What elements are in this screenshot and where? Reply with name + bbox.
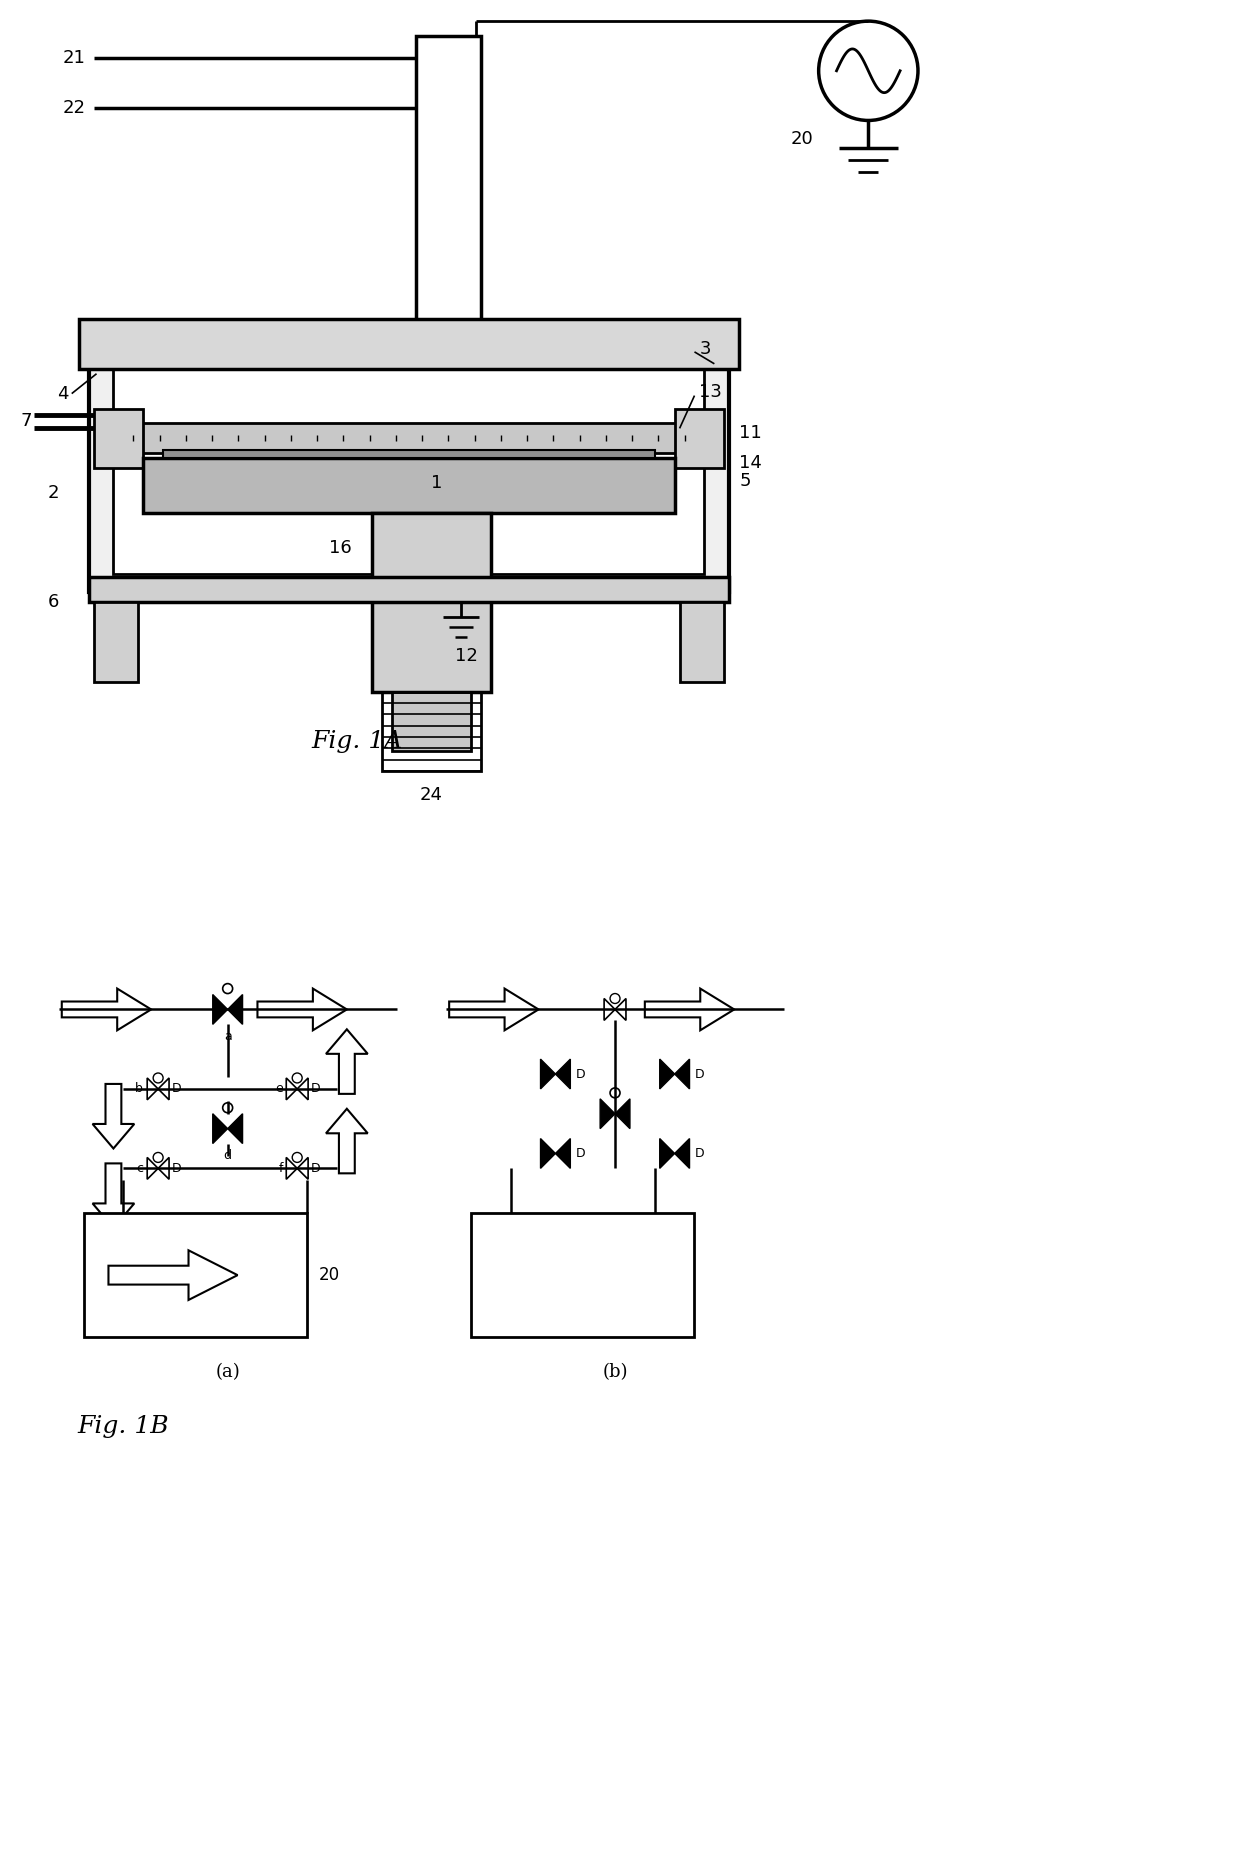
Polygon shape xyxy=(675,1060,689,1090)
Polygon shape xyxy=(213,1114,228,1143)
Polygon shape xyxy=(298,1078,308,1101)
Text: a: a xyxy=(223,1030,232,1043)
Bar xyxy=(417,35,481,543)
Text: Fig. 1B: Fig. 1B xyxy=(78,1416,169,1438)
Polygon shape xyxy=(148,1078,159,1101)
Text: D: D xyxy=(311,1162,321,1175)
Polygon shape xyxy=(286,1158,298,1179)
Bar xyxy=(392,691,471,750)
Text: 3: 3 xyxy=(699,339,711,358)
Circle shape xyxy=(154,1153,164,1162)
Text: D: D xyxy=(172,1162,181,1175)
Bar xyxy=(93,602,138,682)
Polygon shape xyxy=(148,1158,159,1179)
Bar xyxy=(471,1214,694,1338)
Text: 2: 2 xyxy=(47,484,58,502)
Polygon shape xyxy=(286,1078,298,1101)
Text: D: D xyxy=(575,1067,585,1080)
Bar xyxy=(675,408,724,469)
Polygon shape xyxy=(298,1158,308,1179)
Text: D: D xyxy=(694,1147,704,1160)
Text: 20: 20 xyxy=(319,1266,340,1284)
Text: e: e xyxy=(275,1082,283,1095)
Bar xyxy=(680,602,724,682)
Polygon shape xyxy=(645,990,734,1030)
Bar xyxy=(372,513,491,691)
Text: D: D xyxy=(694,1067,704,1080)
Bar xyxy=(113,352,704,574)
Text: 13: 13 xyxy=(699,382,723,400)
Circle shape xyxy=(293,1153,303,1162)
Text: c: c xyxy=(136,1162,144,1175)
Text: (a): (a) xyxy=(216,1364,241,1380)
Circle shape xyxy=(610,1088,620,1097)
Bar xyxy=(118,422,699,454)
Text: 14: 14 xyxy=(739,454,763,473)
Text: b: b xyxy=(135,1082,144,1095)
Text: D: D xyxy=(575,1147,585,1160)
Polygon shape xyxy=(159,1078,169,1101)
Text: 22: 22 xyxy=(62,98,86,117)
Polygon shape xyxy=(108,1251,238,1301)
Bar xyxy=(382,691,481,771)
Polygon shape xyxy=(541,1060,556,1090)
Bar xyxy=(83,1214,308,1338)
Text: 6: 6 xyxy=(47,593,58,611)
Polygon shape xyxy=(604,999,615,1021)
Polygon shape xyxy=(600,1099,615,1128)
Bar xyxy=(78,319,739,369)
Polygon shape xyxy=(449,990,538,1030)
Bar xyxy=(88,334,729,593)
Polygon shape xyxy=(228,1114,243,1143)
Polygon shape xyxy=(93,1164,134,1229)
Text: 24: 24 xyxy=(420,786,443,804)
Polygon shape xyxy=(326,1108,368,1173)
Text: 12: 12 xyxy=(455,647,477,665)
Text: D: D xyxy=(311,1082,321,1095)
Polygon shape xyxy=(556,1138,570,1169)
Text: 5: 5 xyxy=(739,473,750,489)
Bar xyxy=(164,450,655,458)
Polygon shape xyxy=(93,1084,134,1149)
Text: 4: 4 xyxy=(57,385,68,402)
Bar xyxy=(144,458,675,513)
Text: D: D xyxy=(172,1082,181,1095)
Text: 11: 11 xyxy=(739,424,761,443)
Text: d: d xyxy=(223,1149,232,1162)
Polygon shape xyxy=(228,995,243,1025)
Polygon shape xyxy=(660,1060,675,1090)
Circle shape xyxy=(293,1073,303,1082)
Polygon shape xyxy=(556,1060,570,1090)
Polygon shape xyxy=(258,990,347,1030)
Text: (b): (b) xyxy=(603,1364,627,1380)
Polygon shape xyxy=(159,1158,169,1179)
Polygon shape xyxy=(62,990,151,1030)
Text: 20: 20 xyxy=(791,130,813,148)
Text: Fig. 1A: Fig. 1A xyxy=(311,730,403,752)
Circle shape xyxy=(154,1073,164,1082)
Bar xyxy=(88,578,729,602)
Polygon shape xyxy=(213,995,228,1025)
Polygon shape xyxy=(675,1138,689,1169)
Text: 16: 16 xyxy=(329,539,352,556)
Polygon shape xyxy=(615,1099,630,1128)
Circle shape xyxy=(223,1103,233,1114)
Polygon shape xyxy=(326,1028,368,1093)
Text: 1: 1 xyxy=(430,474,441,493)
Polygon shape xyxy=(615,999,626,1021)
Circle shape xyxy=(223,984,233,993)
Polygon shape xyxy=(541,1138,556,1169)
Text: 7: 7 xyxy=(21,413,32,430)
Bar xyxy=(93,408,144,469)
Text: f: f xyxy=(279,1162,283,1175)
Polygon shape xyxy=(660,1138,675,1169)
Circle shape xyxy=(610,993,620,1004)
Text: 21: 21 xyxy=(63,48,86,67)
